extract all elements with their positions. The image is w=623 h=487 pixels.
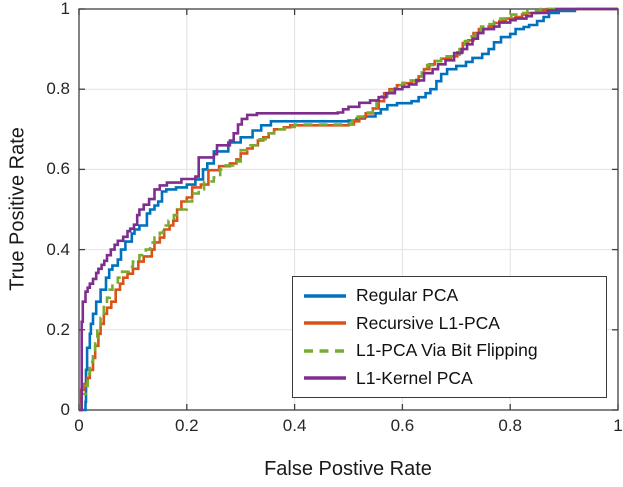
series-line-regular-pca: [79, 7, 618, 412]
legend-item-recursive-l1-pca: Recursive L1-PCA: [303, 313, 600, 334]
x-axis-title: False Postive Rate: [264, 458, 432, 480]
legend-line-sample-recursive-l1-pca: [304, 321, 346, 325]
legend-box: Regular PCA Recursive L1-PCA L1-PCA Via …: [292, 276, 607, 398]
y-tick-label: 0.2: [46, 319, 70, 339]
y-tick-label: 1: [60, 0, 70, 18]
series-layer: [79, 7, 618, 412]
legend-label: Regular PCA: [356, 285, 459, 306]
x-tick-label: 0.6: [390, 416, 415, 435]
legend-label: L1-PCA Via Bit Flipping: [356, 340, 538, 361]
x-tick-label: 0.8: [498, 416, 523, 435]
legend-item-l1-pca-bit-flipping: L1-PCA Via Bit Flipping: [303, 340, 600, 361]
x-tick-label: 0: [74, 416, 84, 435]
legend-label: L1-Kernel PCA: [356, 367, 473, 388]
series-line-l1-kernel-pca: [79, 7, 618, 412]
legend-line-sample-l1-pca-bit-flipping: [304, 349, 346, 353]
legend-line-sample-regular-pca: [304, 294, 346, 298]
legend-line-sample-l1-kernel-pca: [304, 376, 346, 380]
series-line-l1-pca-via-bit-flipping: [79, 7, 618, 412]
y-tick-label: 0.4: [46, 239, 70, 259]
y-tick-label: 0.8: [46, 79, 70, 99]
x-tick-label: 0.4: [282, 416, 307, 435]
axes-layer: [78, 8, 619, 411]
y-axis-title: True Positive Rate: [6, 127, 29, 291]
x-tick-label: 1: [613, 416, 623, 435]
x-tick-label: 0.2: [174, 416, 199, 435]
legend-item-l1-kernel-pca: L1-Kernel PCA: [303, 368, 600, 389]
legend-label: Recursive L1-PCA: [356, 312, 500, 333]
y-tick-label: 0: [60, 400, 70, 419]
legend-item-regular-pca: Regular PCA: [303, 285, 600, 306]
y-tick-label: 0.6: [46, 159, 70, 179]
axes-box: [78, 8, 619, 411]
